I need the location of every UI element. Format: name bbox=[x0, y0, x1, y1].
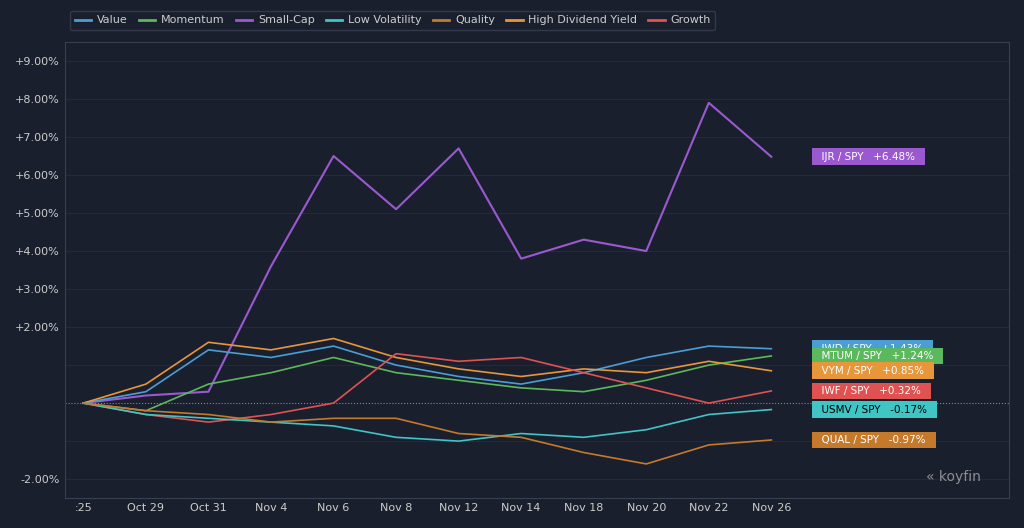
Text: IWF / SPY   +0.32%: IWF / SPY +0.32% bbox=[815, 386, 928, 396]
Text: VYM / SPY   +0.85%: VYM / SPY +0.85% bbox=[815, 366, 931, 376]
Text: QUAL / SPY   -0.97%: QUAL / SPY -0.97% bbox=[815, 435, 932, 445]
Text: MTUM / SPY   +1.24%: MTUM / SPY +1.24% bbox=[815, 351, 940, 361]
Legend: Value, Momentum, Small-Cap, Low Volatility, Quality, High Dividend Yield, Growth: Value, Momentum, Small-Cap, Low Volatili… bbox=[71, 11, 716, 30]
Text: « koyfin: « koyfin bbox=[926, 470, 981, 485]
Text: IWD / SPY   +1.43%: IWD / SPY +1.43% bbox=[815, 344, 930, 354]
Text: IJR / SPY   +6.48%: IJR / SPY +6.48% bbox=[815, 152, 922, 162]
Text: USMV / SPY   -0.17%: USMV / SPY -0.17% bbox=[815, 404, 934, 414]
